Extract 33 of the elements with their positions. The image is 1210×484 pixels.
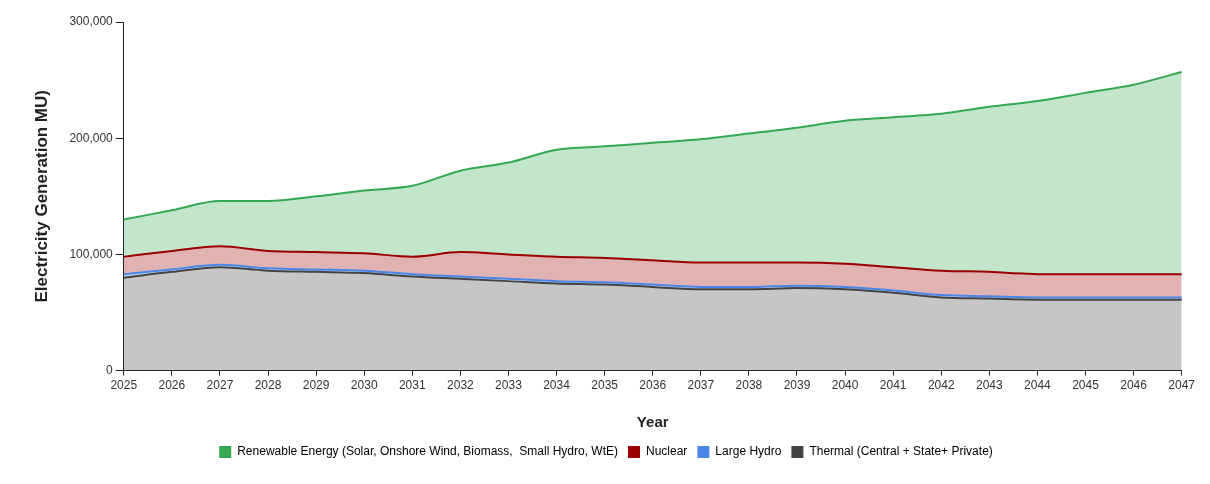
x-tick-label: 2037 (687, 378, 715, 393)
x-tick-label: 2043 (975, 378, 1003, 393)
x-tick-label: 2038 (735, 378, 763, 393)
y-tick-label: 100,000 (69, 246, 114, 261)
x-tick-label: 2031 (398, 378, 426, 393)
x-tick-label: 2035 (591, 378, 619, 393)
x-tick-label: 2046 (1120, 378, 1148, 393)
x-tick-label: 2030 (350, 378, 378, 393)
x-tick-label: 2045 (1072, 378, 1100, 393)
x-tick-label: 2029 (302, 378, 330, 393)
x-tick-label: 2042 (927, 378, 955, 393)
x-tick-label: 2033 (495, 378, 523, 393)
x-tick-label: 2025 (110, 378, 138, 393)
x-tick-label: 2047 (1168, 378, 1196, 393)
x-tick-label: 2036 (639, 378, 667, 393)
x-tick-label: 2026 (158, 378, 186, 393)
x-tick-label: 2041 (879, 378, 907, 393)
x-tick-label: 2040 (831, 378, 859, 393)
x-axis-title: Year (636, 413, 669, 431)
x-tick-label: 2034 (543, 378, 571, 393)
y-tick-label: 300,000 (69, 14, 114, 29)
legend-label: Renewable Energy (Solar, Onshore Wind, Biomass, Small Hydro, WtE) (237, 444, 619, 459)
x-tick-label: 2032 (447, 378, 475, 393)
legend-label: Nuclear (646, 444, 688, 459)
x-tick-label: 2027 (206, 378, 234, 393)
x-tick-label: 2039 (783, 378, 811, 393)
x-tick-label: 2028 (254, 378, 282, 393)
legend-label: Thermal (Central + State+ Private) (809, 444, 993, 459)
y-axis-title: Electricity Generation MU) (31, 90, 51, 303)
legend-label: Large Hydro (715, 444, 782, 459)
x-tick-label: 2044 (1024, 378, 1052, 393)
y-tick-label: 200,000 (69, 130, 114, 145)
y-tick-label: 0 (106, 362, 114, 377)
